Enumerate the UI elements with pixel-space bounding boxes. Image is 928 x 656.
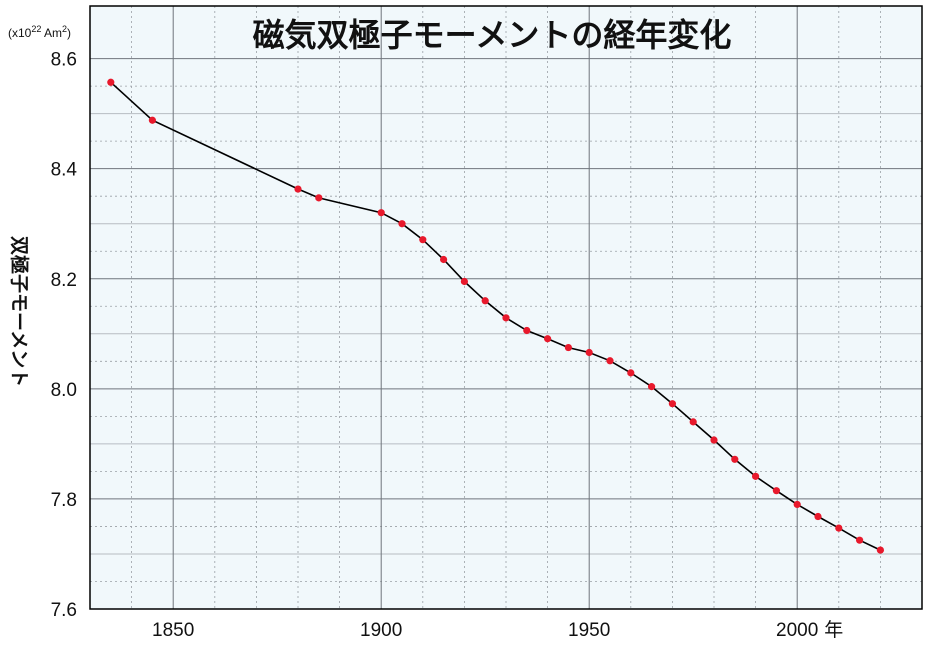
data-point xyxy=(564,343,573,352)
data-point xyxy=(876,546,885,554)
y-tick-label: 7.8 xyxy=(51,490,77,511)
y-tick-label: 8.6 xyxy=(51,50,77,71)
plot-frame xyxy=(89,5,923,610)
data-point xyxy=(440,255,448,264)
data-point xyxy=(648,383,656,391)
data-point xyxy=(627,369,635,377)
data-point xyxy=(835,524,843,532)
major-grid xyxy=(90,6,922,609)
data-point xyxy=(710,436,718,444)
data-point xyxy=(294,185,302,193)
y-axis-ticks: 7.6 7.8 8.0 8.2 8.4 8.6 xyxy=(51,50,78,621)
data-point xyxy=(856,536,864,544)
data-point xyxy=(419,236,427,244)
data-point xyxy=(544,335,552,343)
data-point xyxy=(585,348,593,357)
x-axis-unit: 年 xyxy=(824,619,843,641)
data-point xyxy=(148,116,156,124)
data-point xyxy=(668,400,677,408)
x-tick-label: 1900 xyxy=(360,620,402,641)
data-point xyxy=(606,357,614,365)
data-point xyxy=(315,194,323,202)
data-point xyxy=(377,209,385,217)
y-tick-label: 8.2 xyxy=(51,270,77,291)
data-point xyxy=(814,512,822,521)
x-tick-label: 2000 xyxy=(776,620,818,641)
x-tick-label: 1950 xyxy=(568,620,610,641)
data-point xyxy=(731,455,739,463)
data-point xyxy=(752,472,760,480)
data-point xyxy=(523,326,531,335)
data-point xyxy=(481,297,489,305)
y-tick-label: 7.6 xyxy=(51,600,77,621)
data-point xyxy=(502,314,510,322)
data-point xyxy=(772,487,781,495)
y-tick-label: 8.0 xyxy=(51,380,77,401)
data-point xyxy=(793,500,801,509)
chart-title: 磁気双極子モーメントの経年変化 xyxy=(253,16,732,54)
data-point xyxy=(460,277,468,286)
data-point xyxy=(107,78,115,86)
y-axis-unit: (x1022 Am2) xyxy=(8,24,71,40)
data-point xyxy=(689,418,697,426)
x-axis-ticks: 1850 1900 1950 2000 年 xyxy=(152,619,843,641)
data-point xyxy=(398,220,406,228)
x-tick-label: 1850 xyxy=(152,620,194,641)
y-axis-label: 双極子モーメント xyxy=(8,236,31,387)
series-points xyxy=(107,78,885,554)
minor-grid xyxy=(90,6,922,609)
y-tick-label: 8.4 xyxy=(51,160,78,181)
